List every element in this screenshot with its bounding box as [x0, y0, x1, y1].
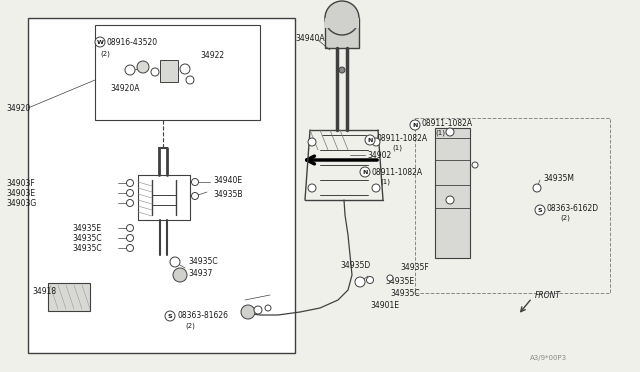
Circle shape [186, 76, 194, 84]
Circle shape [127, 234, 134, 241]
Circle shape [387, 275, 393, 281]
Circle shape [127, 244, 134, 251]
Text: 34902: 34902 [367, 151, 391, 160]
Circle shape [339, 67, 345, 73]
Circle shape [254, 306, 262, 314]
Text: 08363-81626: 08363-81626 [177, 311, 228, 321]
Text: 34918: 34918 [32, 288, 56, 296]
Text: (1): (1) [435, 130, 445, 136]
Circle shape [535, 205, 545, 215]
Circle shape [365, 135, 375, 145]
Circle shape [372, 184, 380, 192]
Text: 08911-1082A: 08911-1082A [422, 119, 473, 128]
Text: 34922: 34922 [200, 51, 224, 60]
Circle shape [265, 305, 271, 311]
Circle shape [151, 68, 159, 76]
Text: (1): (1) [380, 179, 390, 185]
Text: FRONT: FRONT [535, 292, 561, 301]
Bar [48, 283, 90, 311]
Text: S: S [168, 314, 172, 318]
Text: N: N [362, 170, 368, 174]
Circle shape [308, 138, 316, 146]
Circle shape [410, 120, 420, 130]
Circle shape [173, 268, 187, 282]
Text: N: N [412, 122, 418, 128]
Text: 34935C: 34935C [390, 289, 420, 298]
Circle shape [367, 276, 374, 283]
Text: 08363-6162D: 08363-6162D [547, 203, 599, 212]
Text: (2): (2) [185, 323, 195, 329]
Circle shape [95, 37, 105, 47]
Text: (1): (1) [392, 145, 402, 151]
Text: (2): (2) [560, 215, 570, 221]
Bar [415, 118, 610, 293]
Text: 34903F: 34903F [6, 179, 35, 187]
Circle shape [125, 65, 135, 75]
Circle shape [472, 162, 478, 168]
Text: A3/9*00P3: A3/9*00P3 [530, 355, 567, 361]
Text: 08911-1082A: 08911-1082A [372, 167, 423, 176]
Text: 34940A: 34940A [295, 33, 324, 42]
Circle shape [372, 138, 380, 146]
Text: 34935C: 34935C [188, 257, 218, 266]
Circle shape [165, 311, 175, 321]
Circle shape [127, 189, 134, 196]
Circle shape [308, 184, 316, 192]
Circle shape [241, 305, 255, 319]
Text: 34935M: 34935M [543, 173, 574, 183]
Text: W: W [97, 39, 104, 45]
Circle shape [191, 179, 198, 186]
Text: 34903G: 34903G [6, 199, 36, 208]
Text: 34937: 34937 [188, 269, 212, 279]
Bar [28, 18, 295, 353]
Circle shape [533, 184, 541, 192]
Text: 34935B: 34935B [213, 189, 243, 199]
Bar [95, 25, 260, 120]
Circle shape [127, 199, 134, 206]
Text: 34935E: 34935E [72, 224, 101, 232]
Text: 34935C: 34935C [72, 234, 102, 243]
Circle shape [446, 196, 454, 204]
Bar [325, 18, 359, 28]
Bar [160, 60, 178, 82]
Bar [435, 128, 470, 258]
Text: 08916-43520: 08916-43520 [106, 38, 157, 46]
Text: 08911-1082A: 08911-1082A [377, 134, 428, 142]
Circle shape [180, 64, 190, 74]
Text: 34935C: 34935C [72, 244, 102, 253]
Circle shape [127, 180, 134, 186]
Circle shape [191, 192, 198, 199]
Circle shape [355, 277, 365, 287]
Circle shape [325, 1, 359, 35]
Text: S: S [538, 208, 542, 212]
Text: 34940E: 34940E [213, 176, 242, 185]
Text: 34903E: 34903E [6, 189, 35, 198]
Text: 34935D: 34935D [340, 260, 371, 269]
Text: 34935E: 34935E [385, 278, 414, 286]
Circle shape [170, 257, 180, 267]
Circle shape [137, 61, 149, 73]
Text: 34920A: 34920A [110, 83, 140, 93]
Circle shape [446, 128, 454, 136]
Text: N: N [367, 138, 372, 142]
Text: 34920: 34920 [6, 103, 30, 112]
Circle shape [127, 224, 134, 231]
Circle shape [360, 167, 370, 177]
Text: 34901E: 34901E [370, 301, 399, 311]
Bar [325, 18, 359, 48]
Text: (2): (2) [100, 51, 110, 57]
Text: 34935F: 34935F [400, 263, 429, 273]
